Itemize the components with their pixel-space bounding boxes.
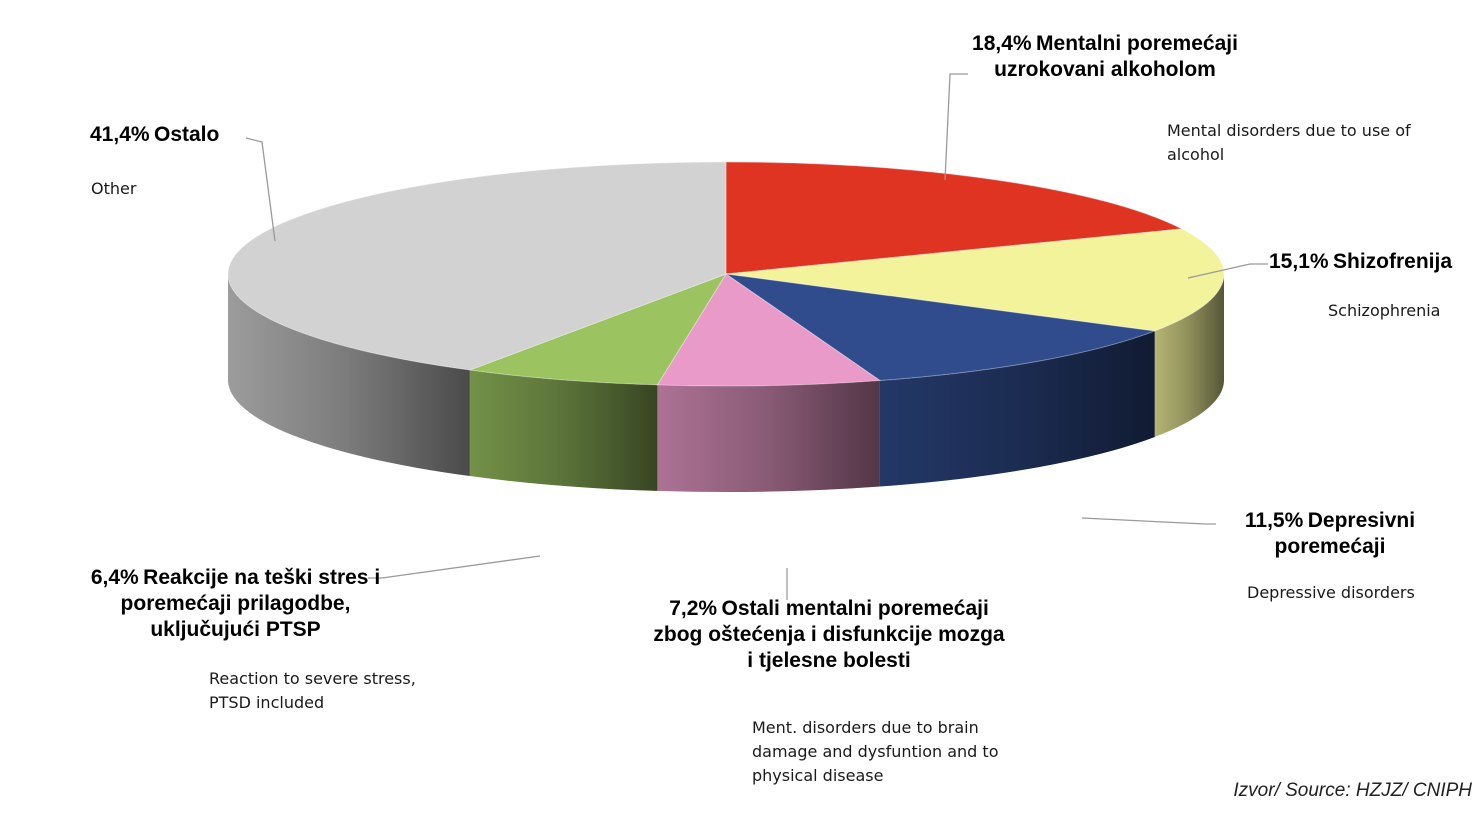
label-hr: Ostali mentalni poremećaji zbog oštećenj… — [653, 597, 1005, 672]
label-stress-en: Reaction to severe stress, PTSD included — [209, 667, 459, 715]
label-hr: Ostalo — [154, 123, 220, 146]
leader-line-other — [245, 137, 276, 242]
label-en: Ment. disorders due to brain damage and … — [752, 718, 999, 785]
pie-side-shade-brain — [657, 380, 880, 492]
label-hr: Mentalni poremećaji uzrokovani alkoholom — [994, 32, 1238, 81]
label-en: Reaction to severe stress, PTSD included — [209, 669, 416, 712]
pct-label: 6,4% — [90, 566, 139, 589]
pie-slice-alcohol — [725, 161, 1184, 275]
label-stress: 6,4% Reakcije na teški stres i poremećaj… — [88, 566, 383, 644]
label-en: Other — [91, 179, 137, 198]
label-brain-en: Ment. disorders due to brain damage and … — [752, 716, 1017, 788]
pie-slice-brain — [656, 273, 882, 387]
label-alcohol: 18,4% Mentalni poremećaji uzrokovani alk… — [950, 32, 1260, 84]
label-other: 41,4% Ostalo — [90, 123, 290, 149]
pct-label: 41,4% — [90, 123, 150, 146]
label-en: Depressive disorders — [1247, 583, 1415, 602]
pct-label: 15,1% — [1269, 250, 1329, 273]
label-schizophrenia: 15,1% Shizofrenija — [1269, 250, 1484, 276]
pie-slice-stress — [469, 273, 728, 386]
pie-side-shade-stress — [469, 370, 658, 491]
label-depressive-en: Depressive disorders — [1247, 581, 1467, 605]
pie-slice-schizophrenia — [725, 228, 1225, 332]
label-hr: Reakcije na teški stres i poremećaji pri… — [120, 566, 381, 641]
pie-side-shade-depressive — [879, 331, 1155, 487]
label-brain: 7,2% Ostali mentalni poremećaji zbog ošt… — [650, 597, 1008, 675]
leader-line-alcohol — [944, 73, 968, 181]
label-en: Schizophrenia — [1328, 301, 1441, 320]
label-hr: Depresivni poremećaji — [1274, 509, 1416, 558]
label-alcohol-en: Mental disorders due to use of alcohol — [1167, 119, 1427, 167]
pie-slice-other — [227, 161, 727, 371]
leader-line-depressive — [1081, 517, 1216, 525]
pct-label: 18,4% — [972, 32, 1032, 55]
pct-label: 7,2% — [669, 597, 718, 620]
leader-line-stress — [368, 555, 541, 579]
pie-side-shade-schizophrenia — [1154, 274, 1224, 438]
label-depressive: 11,5% Depresivni poremećaji — [1205, 509, 1455, 561]
label-en: Mental disorders due to use of alcohol — [1167, 121, 1411, 164]
label-hr: Shizofrenija — [1333, 250, 1453, 273]
label-schizophrenia-en: Schizophrenia — [1328, 299, 1478, 323]
pct-label: 11,5% — [1244, 509, 1304, 532]
pie-slice-depressive — [725, 273, 1155, 382]
pie-side-shade-other — [228, 274, 470, 477]
leader-line-schizophrenia — [1187, 263, 1268, 279]
source-note: Izvor/ Source: HZJZ/ CNIPH — [1233, 780, 1472, 801]
label-other-en: Other — [91, 177, 211, 201]
